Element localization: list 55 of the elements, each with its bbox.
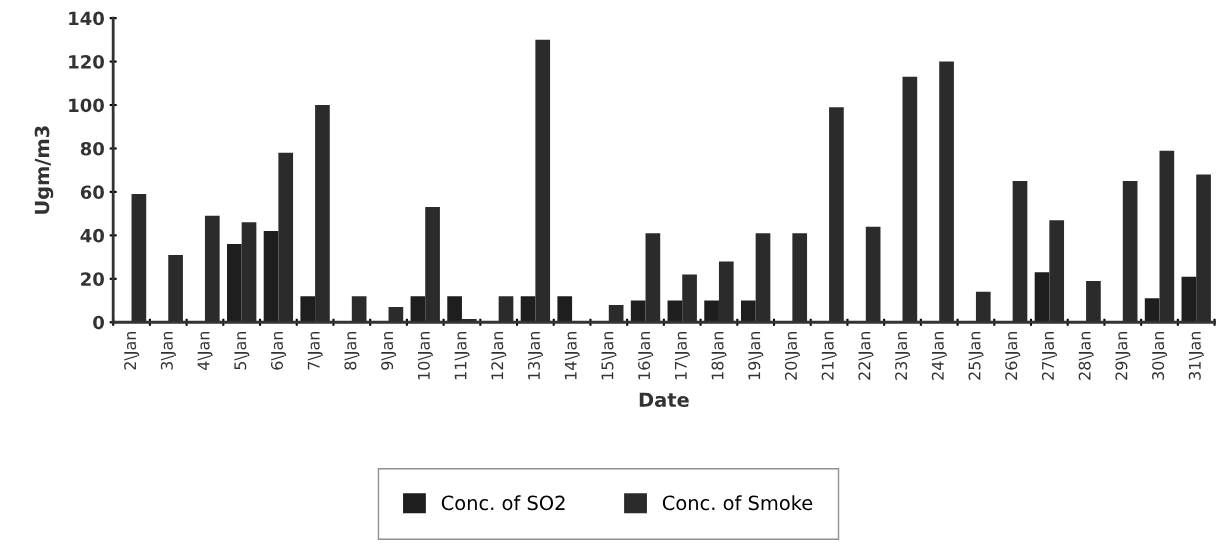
bar [1034, 272, 1050, 323]
x-tick-label: 20\Jan [784, 331, 800, 380]
y-tick-label: 120 [69, 55, 104, 69]
y-tick-label: 40 [80, 228, 104, 243]
bar [557, 296, 573, 323]
x-tick-label: 3\Jan [160, 331, 176, 370]
x-tick-label: 12\Jan [491, 331, 507, 380]
x-tick-label: 27\Jan [1041, 331, 1057, 380]
x-tick-label: 11\Jan [454, 331, 470, 380]
x-tick-label: 4\Jan [197, 331, 213, 370]
x-tick-label: 18\Jan [711, 331, 727, 380]
x-tick-label: 24\Jan [931, 331, 947, 380]
x-tick-label: 30\Jan [1152, 331, 1168, 380]
x-tick-label: 14\Jan [564, 331, 580, 380]
y-tick-label: 20 [81, 272, 104, 286]
y-axis-title: Ugm/m3 [34, 126, 54, 214]
bar [1181, 276, 1197, 323]
legend-label: Conc. of Smoke [662, 495, 813, 511]
bar [1144, 298, 1160, 323]
x-tick-label: 26\Jan [1005, 331, 1021, 380]
x-tick-label: 10\Jan [417, 331, 433, 380]
bar [630, 300, 646, 323]
x-tick-label: 23\Jan [895, 331, 911, 380]
bar [410, 296, 426, 323]
y-tick-label: 60 [80, 185, 104, 200]
y-tick-label: 80 [80, 141, 104, 156]
y-tick-label: 0 [93, 315, 104, 330]
y-tick-label: 100 [69, 98, 104, 113]
x-tick-label: 31\Jan [1188, 331, 1204, 380]
bar [447, 296, 462, 323]
x-tick-label: 22\Jan [858, 331, 874, 380]
x-tick-label: 7\Jan [307, 331, 323, 370]
x-tick-label: 17\Jan [674, 331, 690, 380]
x-tick-label: 6\Jan [270, 331, 286, 370]
x-tick-label: 19\Jan [748, 331, 764, 380]
x-axis-title: Date [639, 392, 689, 408]
x-tick-label: 28\Jan [1078, 331, 1094, 380]
x-tick-label: 5\Jan [234, 331, 250, 370]
x-tick-label: 2\Jan [124, 331, 140, 370]
x-tick-label: 25\Jan [968, 331, 984, 380]
x-tick-label: 21\Jan [821, 331, 837, 380]
bar [740, 300, 756, 323]
x-tick-label: 9\Jan [381, 331, 397, 370]
bar [226, 244, 242, 323]
x-tick-label: 8\Jan [344, 331, 360, 370]
x-tick-label: 16\Jan [638, 331, 654, 380]
bar [520, 296, 536, 323]
x-tick-label: 13\Jan [527, 331, 543, 380]
x-tick-label: 29\Jan [1115, 331, 1131, 380]
x-tick-label: 15\Jan [601, 331, 617, 380]
bar [704, 300, 719, 323]
bar [300, 296, 316, 323]
bar [263, 231, 279, 323]
legend-label: Conc. of SO2 [441, 495, 565, 511]
y-tick-label: 140 [69, 11, 104, 26]
